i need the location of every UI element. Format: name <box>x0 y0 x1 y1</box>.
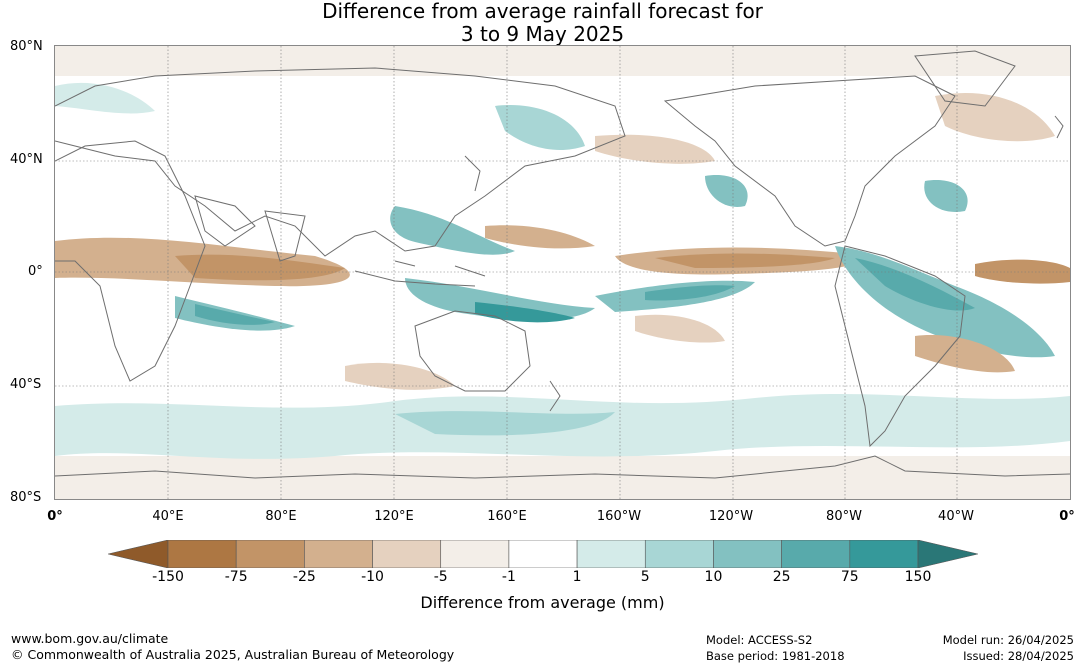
southeast-pacific-dry <box>635 314 725 343</box>
southern-ocean-core <box>395 411 615 436</box>
lon-label-40e: 40°E <box>152 509 184 524</box>
footer-model-run: Model run: 26/04/2025 <box>942 633 1074 647</box>
lat-label-equator: 0° <box>28 264 43 279</box>
south-indian-dry <box>345 362 455 390</box>
greenland-outline <box>914 50 1016 107</box>
uk-outline <box>1054 115 1064 139</box>
colorbar-tick-label: -75 <box>224 569 248 585</box>
philippine-sea-wet <box>390 206 515 255</box>
coastlines <box>55 50 1070 479</box>
map-canvas <box>55 46 1070 499</box>
colorbar-tick-label: 10 <box>704 569 723 585</box>
central-pacific-wet <box>705 175 748 207</box>
south-indian-core <box>195 304 275 325</box>
colorbar-bin <box>576 540 646 568</box>
colorbar-tick-label: -150 <box>152 569 184 585</box>
colorbar-bin <box>781 540 851 568</box>
colorbar-tick-label: -1 <box>501 569 516 585</box>
footer-issued: Issued: 28/04/2025 <box>963 649 1074 663</box>
africa-outline <box>55 140 206 382</box>
colorbar-label: Difference from average (mm) <box>420 593 665 612</box>
rainfall-anomaly-map <box>54 45 1071 500</box>
arabia-outline <box>194 195 256 247</box>
colorbar-low-arrow <box>108 540 169 568</box>
colorbar-bin <box>849 540 919 568</box>
lon-label-0-right: 0° <box>1059 509 1075 524</box>
colorbar-bin <box>235 540 305 568</box>
colorbar-tick-label: 150 <box>904 569 932 585</box>
north-atlantic-dry <box>935 92 1055 142</box>
colorbar-tick-label: -10 <box>361 569 384 585</box>
title-line-1: Difference from average rainfall forecas… <box>322 0 763 23</box>
lon-label-120e: 120°E <box>374 509 414 524</box>
colorbar <box>108 540 978 568</box>
lat-label-80n: 80°N <box>10 39 43 54</box>
indonesia-outline <box>354 260 486 287</box>
colorbar-tick-label: -5 <box>433 569 448 585</box>
lon-label-40w: 40°W <box>938 509 974 524</box>
footer-base-period: Base period: 1981-2018 <box>706 649 845 663</box>
eurasia-outline <box>55 67 626 257</box>
australia-outline <box>414 310 531 392</box>
pacific-dry-core <box>655 253 835 268</box>
colorbar-tick-label: -25 <box>292 569 316 585</box>
colorbar-tick-label: 1 <box>572 569 582 585</box>
colorbar-bin <box>440 540 510 568</box>
colorbar-bin <box>644 540 714 568</box>
colorbar-tick-label: 5 <box>640 569 650 585</box>
colorbar-tick-label: 75 <box>840 569 859 585</box>
colorbar-high-arrow <box>917 540 978 568</box>
lon-label-80w: 80°W <box>826 509 862 524</box>
arctic-wet <box>55 82 155 114</box>
lon-label-160e: 160°E <box>487 509 527 524</box>
map-title: Difference from average rainfall forecas… <box>0 0 1085 46</box>
colorbar-bin <box>167 540 237 568</box>
lon-label-80e: 80°E <box>265 509 297 524</box>
footer-copyright: © Commonwealth of Australia 2025, Austra… <box>11 647 455 662</box>
antarctica-outline <box>55 455 1070 479</box>
graticule <box>55 46 1070 499</box>
north-atlantic-wet <box>924 180 968 212</box>
india-outline <box>264 210 306 262</box>
antarctic-light-band <box>55 456 1070 499</box>
maritime-continent-wet <box>405 278 595 320</box>
lon-label-120w: 120°W <box>708 509 754 524</box>
north-pacific-wet <box>495 105 585 151</box>
colorbar-tick-label: 25 <box>772 569 791 585</box>
lon-label-0-left: 0° <box>47 509 63 524</box>
south-pacific-core <box>645 285 735 301</box>
colorbar-bin <box>372 540 442 568</box>
footer-url: www.bom.gov.au/climate <box>11 631 169 646</box>
north-america-outline <box>663 75 956 247</box>
colorbar-bin <box>713 540 782 568</box>
lat-label-40s: 40°S <box>10 377 42 392</box>
arctic-light-band <box>55 46 1070 76</box>
west-pacific-dry <box>485 225 595 249</box>
title-line-2: 3 to 9 May 2025 <box>460 22 625 46</box>
colorbar-bin <box>508 540 578 568</box>
colorbar-bin <box>304 540 373 568</box>
anomaly-fields <box>55 46 1070 499</box>
south-america-outline <box>834 245 966 448</box>
north-pacific-dry <box>595 134 715 164</box>
lon-label-160w: 160°W <box>596 509 642 524</box>
footer-model: Model: ACCESS-S2 <box>706 633 813 647</box>
lat-label-40n: 40°N <box>10 152 43 167</box>
colorbar-bins <box>167 540 919 568</box>
south-atlantic-dry <box>915 335 1015 373</box>
maritime-continent-core <box>475 302 575 323</box>
atlantic-dry-core <box>975 259 1070 284</box>
south-america-core <box>855 258 975 311</box>
indian-ocean-dry-core <box>175 254 345 281</box>
japan-outline <box>464 155 481 192</box>
lat-label-80s: 80°S <box>10 490 42 505</box>
